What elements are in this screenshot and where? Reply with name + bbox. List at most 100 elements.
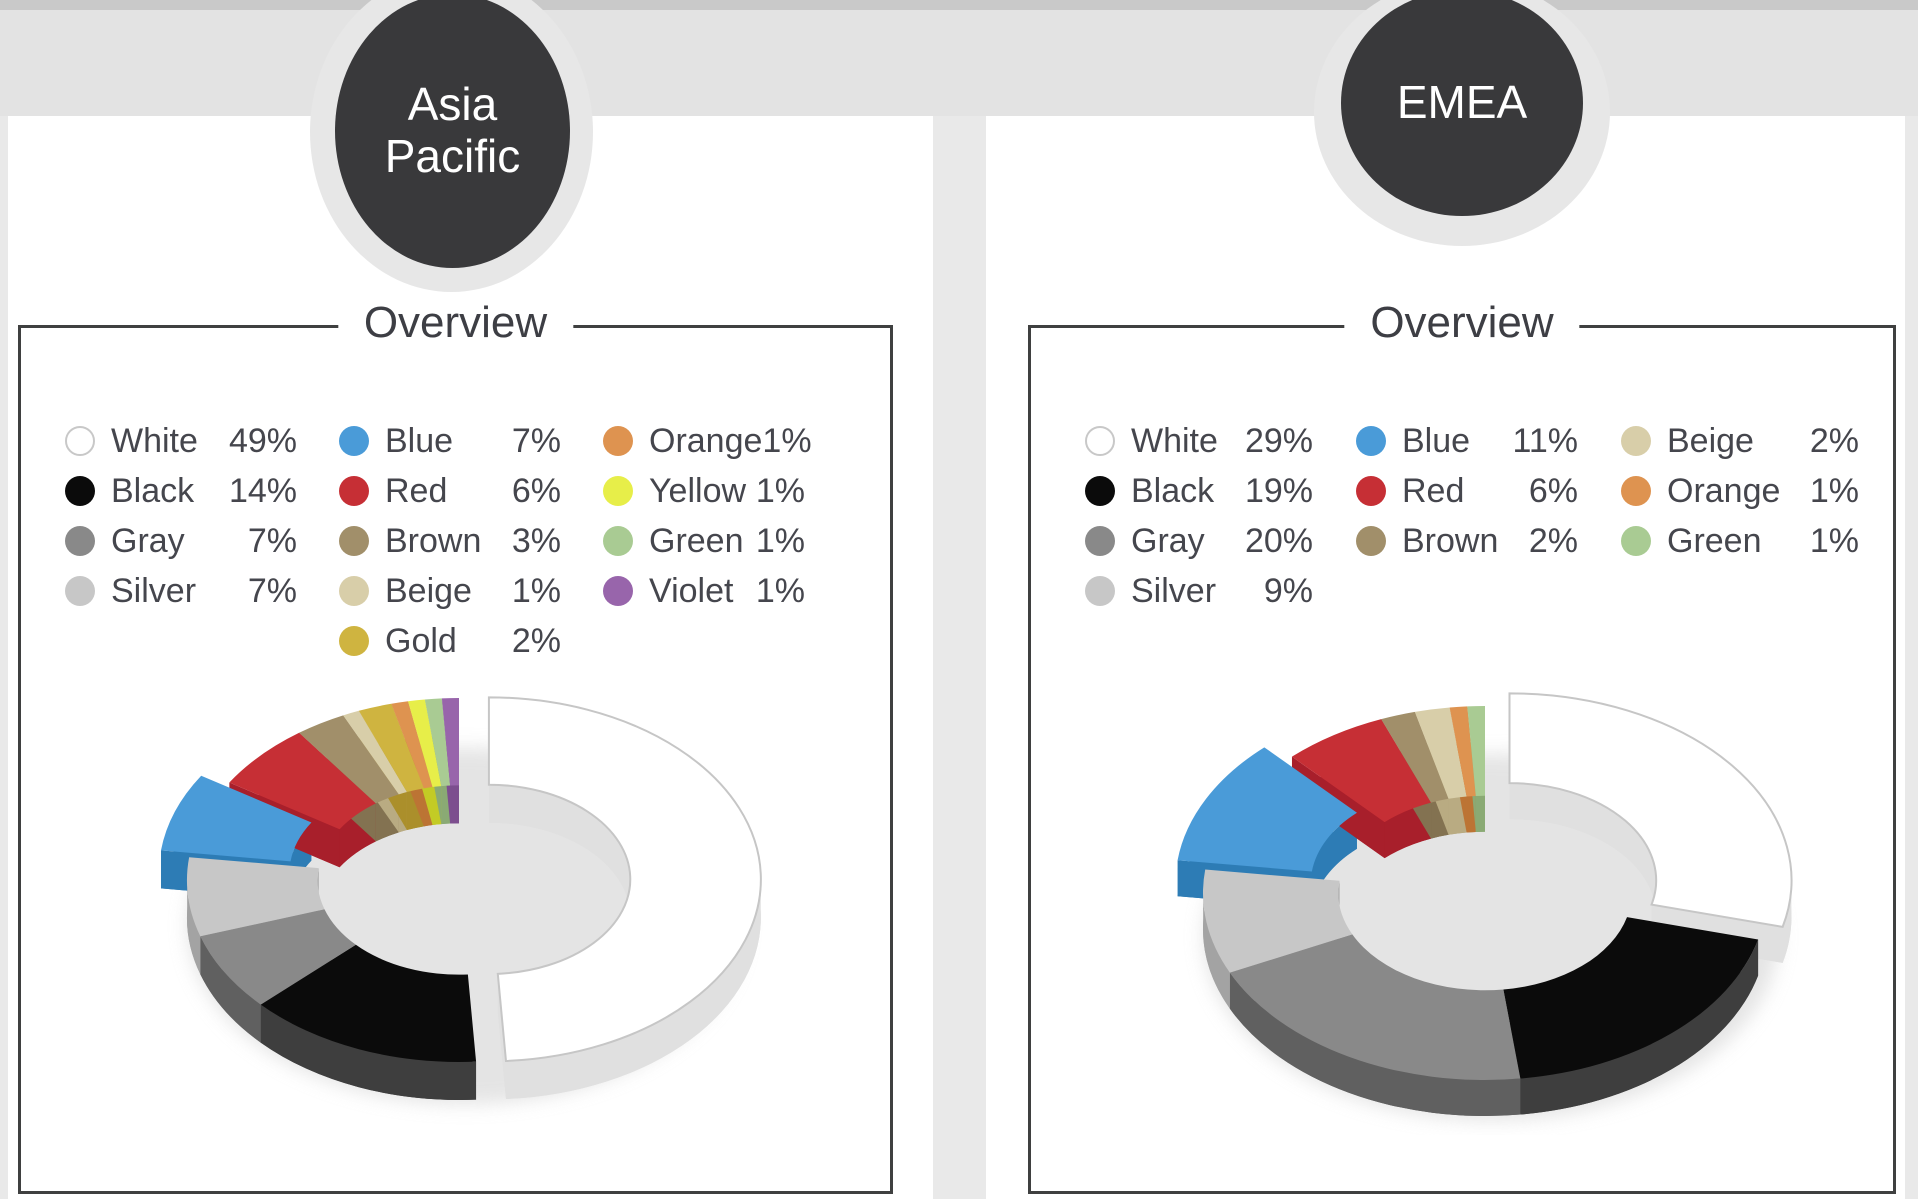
legend-color-label: Blue: [1402, 421, 1471, 460]
legend-color-label: Beige: [1667, 421, 1754, 460]
pie-slice-violet: [441, 698, 459, 786]
legend-item-orange: Orange 1%: [1621, 466, 1859, 516]
silver-color-dot-icon: [1085, 576, 1115, 606]
pie-outer-wall-gray: [200, 936, 261, 1043]
overview-box-emea: Overview White 29% Black 19% Gray 20% Silver 9%…: [1028, 298, 1896, 1194]
legend-color-value: 19%: [1244, 471, 1313, 510]
legend-color-label: Brown: [385, 521, 482, 560]
legend-color-label: Silver: [111, 571, 197, 610]
legend-color-label: White: [1131, 421, 1218, 460]
badge-line: Pacific: [384, 130, 521, 182]
legend-color-value: 20%: [1244, 521, 1313, 560]
legend-item-black: Black 19%: [1085, 466, 1313, 516]
pie-slice-green: [424, 698, 451, 787]
legend-color-label: Gray: [111, 521, 185, 560]
red-color-dot-icon: [1356, 476, 1386, 506]
violet-color-dot-icon: [603, 576, 633, 606]
pie-outer-wall-black: [1520, 939, 1759, 1115]
legend-color-value: 6%: [1528, 471, 1578, 510]
yellow-color-dot-icon: [603, 476, 633, 506]
legend-item-beige: Beige 2%: [1621, 416, 1859, 466]
legend-item-green: Green 1%: [1621, 516, 1859, 566]
legend-item-red: Red 6%: [339, 466, 561, 516]
legend-color-value: 9%: [1263, 571, 1313, 610]
donut-chart-asia-pacific: [160, 696, 762, 1105]
legend-color-label: Green: [649, 521, 744, 560]
legend-item-brown: Brown 3%: [339, 516, 561, 566]
brown-color-dot-icon: [1356, 526, 1386, 556]
legend-color-value: 7%: [247, 521, 297, 560]
section-title: Overview: [337, 298, 574, 348]
silver-color-dot-icon: [65, 576, 95, 606]
legend-color-value: 2%: [1809, 421, 1859, 460]
pie-slice-gray: [200, 909, 356, 1005]
pie-slice-red: [1291, 719, 1432, 823]
pie-slice-silver: [1202, 869, 1353, 973]
legend-color-label: Yellow: [649, 471, 747, 510]
legend-item-red: Red 6%: [1356, 466, 1578, 516]
gold-color-dot-icon: [339, 626, 369, 656]
legend-color-label: Green: [1667, 521, 1762, 560]
header-band: [0, 10, 1918, 116]
green-color-dot-icon: [603, 526, 633, 556]
pie-slice-brown: [299, 715, 399, 804]
legend-item-gray: Gray 7%: [65, 516, 297, 566]
pie-slice-black: [1503, 917, 1759, 1079]
pie-slice-brown: [1381, 711, 1449, 803]
legend-color-label: Gray: [1131, 521, 1205, 560]
legend-color-label: Red: [1402, 471, 1465, 510]
legend-item-black: Black 14%: [65, 466, 297, 516]
legend-item-gray: Gray 20%: [1085, 516, 1313, 566]
color-legend-emea: White 29% Black 19% Gray 20% Silver 9% Blue 11% Re…: [1085, 416, 1859, 616]
pie-outer-wall-gray: [1229, 972, 1521, 1117]
black-color-dot-icon: [65, 476, 95, 506]
white-color-dot-icon: [65, 426, 95, 456]
legend-color-value: 1%: [755, 571, 805, 610]
legend-column: Blue 7% Red 6% Brown 3% Beige 1% Gold 2%: [339, 416, 561, 666]
pie-slice-green: [1467, 706, 1485, 796]
pie-slice-blue: [1177, 747, 1357, 872]
white-color-dot-icon: [1085, 426, 1115, 456]
region-badge-asia-pacific: Asia Pacific: [335, 0, 570, 268]
legend-column: Orange 1% Yellow 1% Green 1% Violet 1%: [603, 416, 812, 666]
pie-slice-orange: [391, 701, 433, 789]
legend-color-value: 7%: [247, 571, 297, 610]
legend-color-label: Blue: [385, 421, 454, 460]
legend-item-orange: Orange 1%: [603, 416, 812, 466]
legend-color-value: 14%: [228, 471, 297, 510]
color-legend-asia-pacific: White 49% Black 14% Gray 7% Silver 7% Blue 7% Red 6…: [65, 416, 812, 666]
legend-color-label: Black: [1131, 471, 1215, 510]
pie-slice-beige: [1414, 707, 1467, 799]
brown-color-dot-icon: [339, 526, 369, 556]
badge-line: EMEA: [1396, 76, 1528, 129]
orange-color-dot-icon: [603, 426, 633, 456]
pie-inner-wall-blue: [1311, 812, 1357, 908]
legend-color-label: Orange: [1667, 471, 1781, 510]
legend-item-white: White 29%: [1085, 416, 1313, 466]
legend-color-label: Brown: [1402, 521, 1499, 560]
legend-color-label: Beige: [385, 571, 472, 610]
legend-color-value: 49%: [228, 421, 297, 460]
legend-item-violet: Violet 1%: [603, 566, 805, 616]
pie-slice-white: [487, 696, 762, 1063]
donut-chart-emea: [1177, 692, 1793, 1121]
legend-color-value: 1%: [762, 421, 812, 460]
legend-item-yellow: Yellow 1%: [603, 466, 805, 516]
legend-column: White 49% Black 14% Gray 7% Silver 7%: [65, 416, 297, 666]
legend-color-value: 1%: [1809, 521, 1859, 560]
legend-color-value: 1%: [755, 471, 805, 510]
legend-color-value: 11%: [1512, 421, 1578, 460]
legend-color-value: 7%: [511, 421, 561, 460]
black-color-dot-icon: [1085, 476, 1115, 506]
gray-color-dot-icon: [1085, 526, 1115, 556]
pie-slice-beige: [343, 710, 407, 795]
legend-item-white: White 49%: [65, 416, 297, 466]
blue-color-dot-icon: [339, 426, 369, 456]
legend-item-beige: Beige 1%: [339, 566, 561, 616]
legend-color-value: 29%: [1244, 421, 1313, 460]
legend-item-gold: Gold 2%: [339, 616, 561, 666]
pie-inner-wall-violet: [450, 785, 459, 824]
top-strip: [0, 0, 1918, 10]
legend-color-value: 3%: [511, 521, 561, 560]
